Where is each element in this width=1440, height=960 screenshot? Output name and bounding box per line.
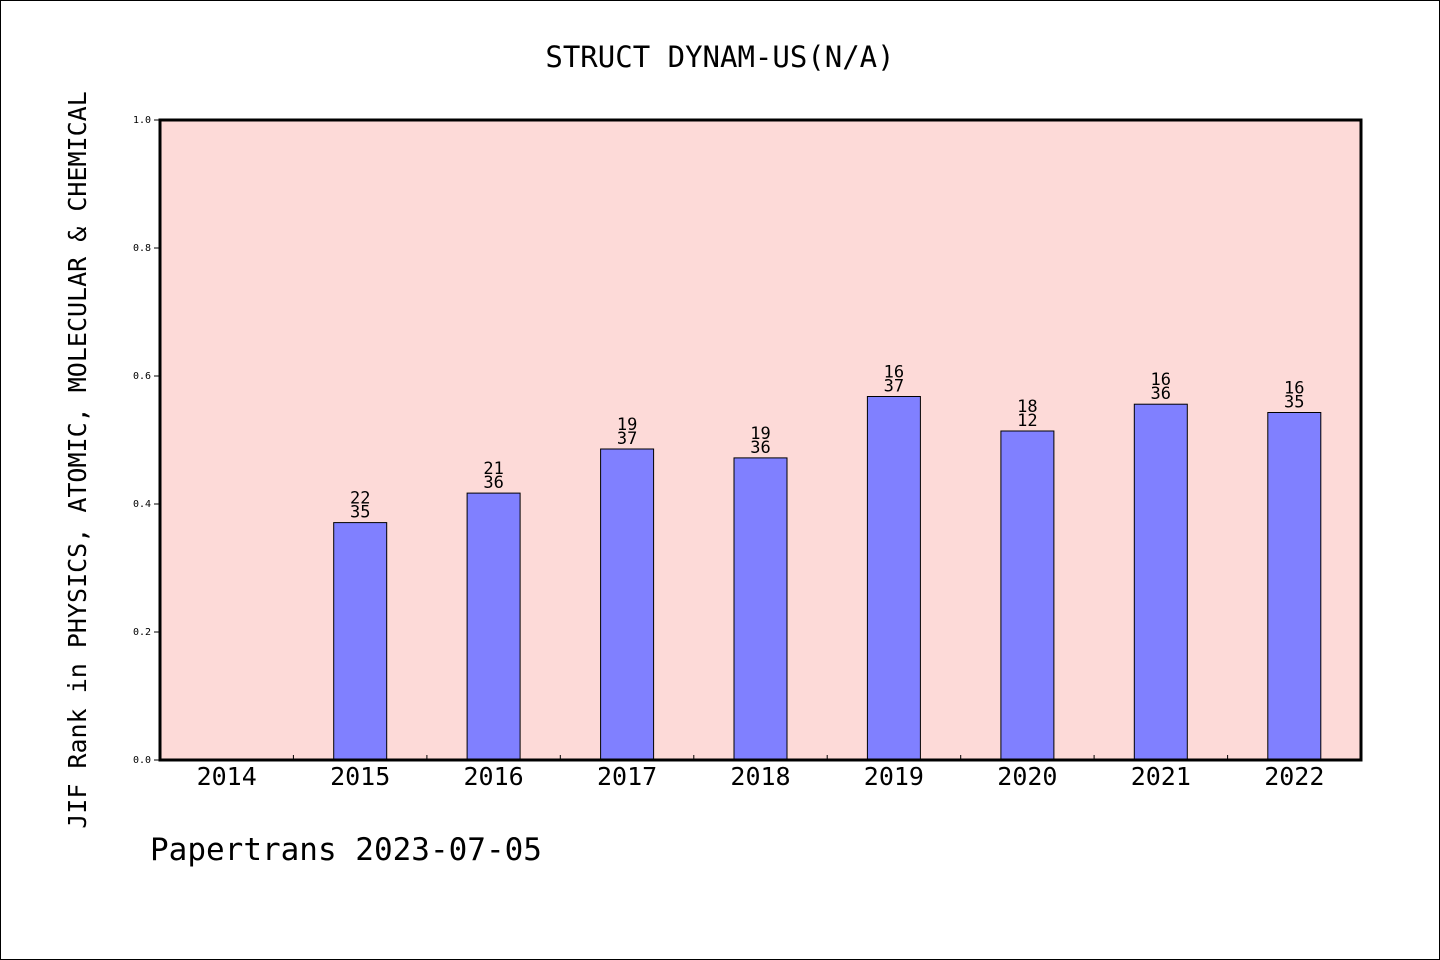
x-tick-label-2021: 2021 [1131, 762, 1191, 791]
bar-label-bottom-2015: 35 [350, 503, 370, 523]
x-tick-label-2020: 2020 [997, 762, 1057, 791]
bars-layer [333, 396, 1322, 761]
bar-label-bottom-2018: 36 [750, 438, 770, 458]
bar-label-top-2016: 21 [483, 459, 503, 479]
bar-2016 [466, 492, 521, 761]
footer-credit: Papertrans 2023-07-05 [150, 832, 542, 868]
bar-2019 [866, 396, 921, 761]
bar-label-top-2017: 19 [617, 415, 637, 435]
bar-label-top-2018: 19 [750, 424, 770, 444]
bar-2018 [733, 457, 788, 761]
bar-label-top-2021: 16 [1151, 370, 1171, 390]
y-tick-label: 0.2 [133, 627, 151, 638]
bar-2020 [1000, 430, 1055, 761]
bar-label-bottom-2022: 35 [1284, 393, 1304, 413]
bar-label-bottom-2017: 37 [617, 429, 637, 449]
x-tick-label-2016: 2016 [463, 762, 523, 791]
bar-2021 [1133, 403, 1188, 761]
bar-label-bottom-2021: 36 [1151, 384, 1171, 404]
bar-label-top-2022: 16 [1284, 379, 1304, 399]
bar-label-top-2019: 16 [884, 363, 904, 383]
bar-2022 [1267, 412, 1322, 761]
y-tick-label: 1.0 [133, 115, 151, 126]
bar-label-bottom-2016: 36 [483, 473, 503, 493]
bar-2017 [600, 448, 655, 761]
x-tick-label-2019: 2019 [864, 762, 924, 791]
x-tick-label-2018: 2018 [730, 762, 790, 791]
y-tick-label: 0.8 [133, 243, 151, 254]
y-tick-label: 0.4 [133, 499, 151, 510]
chart-title: STRUCT DYNAM-US(N/A) [545, 40, 894, 74]
x-tick-label-2014: 2014 [197, 762, 257, 791]
x-tick-label-2022: 2022 [1264, 762, 1324, 791]
y-tick-label: 0.0 [133, 755, 151, 766]
bar-label-top-2020: 18 [1017, 397, 1037, 417]
bar-label-bottom-2019: 37 [884, 377, 904, 397]
bar-2015 [333, 522, 388, 761]
bar-label-top-2015: 22 [350, 489, 370, 509]
x-tick-label-2017: 2017 [597, 762, 657, 791]
bar-label-bottom-2020: 12 [1017, 411, 1037, 431]
axis-ticks-layer: 2014 2015 2016 2017 2018 2019 2020 2021 2022 0.0 0… [133, 115, 1324, 791]
y-axis-label: JIF Rank in PHYSICS, ATOMIC, MOLECULAR &… [63, 91, 92, 829]
y-tick-label: 0.6 [133, 371, 151, 382]
x-tick-label-2015: 2015 [330, 762, 390, 791]
plot-border [158, 118, 1363, 762]
